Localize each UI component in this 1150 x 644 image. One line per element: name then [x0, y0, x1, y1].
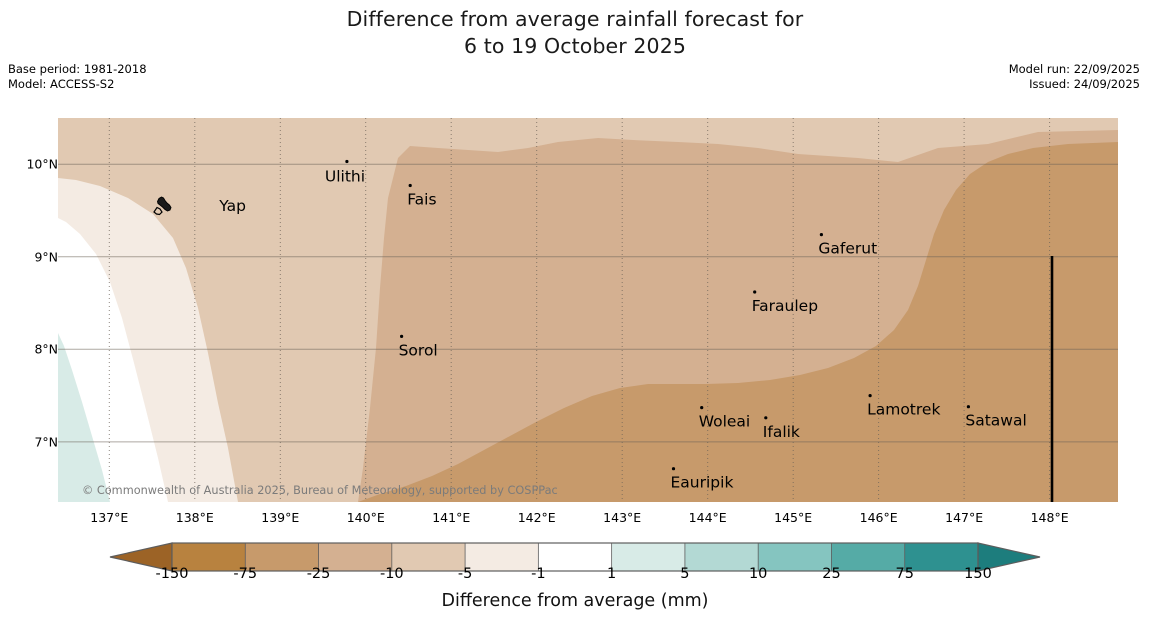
colorbar-cell: [904, 542, 979, 572]
longitude-tick-label: 143°E: [603, 510, 642, 525]
colorbar-cell: [537, 542, 613, 572]
colorbar: [0, 535, 1150, 644]
colorbar-cell: [684, 542, 759, 572]
colorbar-tick-label: -150: [155, 566, 189, 582]
colorbar-tick-label: -10: [379, 566, 404, 582]
latitude-tick-label: 7°N: [34, 434, 58, 450]
contour-fill-layer: [58, 118, 1118, 502]
place-label: Ifalik: [763, 423, 800, 441]
longitude-tick-label: 139°E: [261, 510, 300, 525]
colorbar-tick-label: -5: [457, 566, 473, 582]
place-labels-layer: Yap Ulithi Fais Sorol Gaferut Faraulep Woleai I…: [218, 159, 1027, 492]
colorbar-tick-label: -75: [233, 566, 258, 582]
longitude-tick-label: 138°E: [175, 510, 214, 525]
place-marker: [400, 334, 404, 338]
colorbar-cell: [831, 542, 906, 572]
place-marker: [671, 467, 676, 471]
colorbar-axis-title: Difference from average (mm): [441, 591, 709, 611]
place-label: Sorol: [399, 341, 438, 359]
place-label: Yap: [218, 197, 246, 215]
latitude-tick-label: 10°N: [26, 156, 58, 172]
base-period-text: Base period: 1981-2018: [8, 62, 147, 76]
metadata-left: Base period: 1981-2018 Model: ACCESS-S2: [8, 62, 147, 93]
colorbar-tick-label: 25: [822, 566, 841, 582]
metadata-right: Model run: 22/09/2025 Issued: 24/09/2025: [1009, 62, 1140, 93]
place-label: Faraulep: [752, 297, 818, 315]
colorbar-cell: [244, 542, 320, 572]
colorbar-tick-label: -1: [531, 566, 546, 582]
issued-text: Issued: 24/09/2025: [1029, 77, 1140, 92]
colorbar-tick-label: 1: [607, 566, 617, 582]
place-marker: [700, 406, 704, 410]
longitude-tick-label: 142°E: [517, 510, 556, 525]
model-run-text: Model run: 22/09/2025: [1008, 62, 1140, 76]
map-canvas: Yap Ulithi Fais Sorol Gaferut Faraulep Woleai I…: [58, 118, 1118, 502]
place-marker: [764, 416, 768, 420]
place-marker: [345, 159, 349, 164]
colorbar-cell: [464, 542, 540, 572]
place-label: Satawal: [965, 412, 1026, 430]
place-label: Gaferut: [818, 240, 877, 258]
longitude-tick-label: 140°E: [346, 510, 385, 525]
place-marker: [819, 233, 824, 237]
longitude-tick-label: 146°E: [859, 510, 898, 525]
longitude-tick-label: 137°E: [90, 510, 129, 525]
colorbar-tick-label: -25: [306, 566, 331, 582]
title-line-2: 6 to 19 October 2025: [464, 33, 686, 58]
colorbar-tick-label: 5: [680, 566, 690, 582]
colorbar-cell: [611, 542, 686, 572]
longitude-tick-label: 148°E: [1030, 510, 1069, 525]
colorbar-outline: [171, 542, 979, 572]
place-label: Eauripik: [671, 474, 734, 492]
place-marker: [868, 394, 872, 398]
contour-band-75-to-25: [358, 142, 1118, 502]
yap-island-shape: [153, 196, 172, 216]
place-label: Ulithi: [325, 168, 365, 186]
longitude-tick-label: 147°E: [945, 510, 984, 525]
place-marker: [966, 405, 971, 409]
page-title: Difference from average rainfall forecas…: [0, 6, 1150, 59]
rainfall-anomaly-map: Yap Ulithi Fais Sorol Gaferut Faraulep Woleai I…: [58, 118, 1118, 502]
latitude-tick-label: 9°N: [34, 249, 58, 265]
colorbar-tick-label: 75: [895, 566, 914, 582]
place-marker: [408, 183, 412, 188]
colorbar-cell: [757, 542, 833, 572]
longitude-tick-label: 141°E: [432, 510, 471, 525]
contour-band-1-to-5: [58, 333, 110, 502]
place-label: Lamotrek: [867, 401, 940, 419]
map-gridlines: [58, 118, 1118, 502]
longitude-tick-label: 144°E: [688, 510, 727, 525]
colorbar-tick-label: 150: [964, 566, 992, 582]
latitude-tick-label: 8°N: [34, 341, 58, 357]
colorbar-swatches: [109, 542, 1041, 572]
place-marker: [753, 290, 757, 294]
model-text: Model: ACCESS-S2: [8, 77, 115, 92]
place-label: Fais: [407, 191, 436, 209]
place-label: Woleai: [699, 413, 751, 431]
title-line-1: Difference from average rainfall forecas…: [346, 7, 804, 31]
contour-band-10-to-5: [58, 118, 1118, 502]
longitude-tick-label: 145°E: [774, 510, 813, 525]
colorbar-tick-label: 10: [748, 566, 768, 582]
copyright-text: © Commonwealth of Australia 2025, Bureau…: [82, 484, 558, 497]
